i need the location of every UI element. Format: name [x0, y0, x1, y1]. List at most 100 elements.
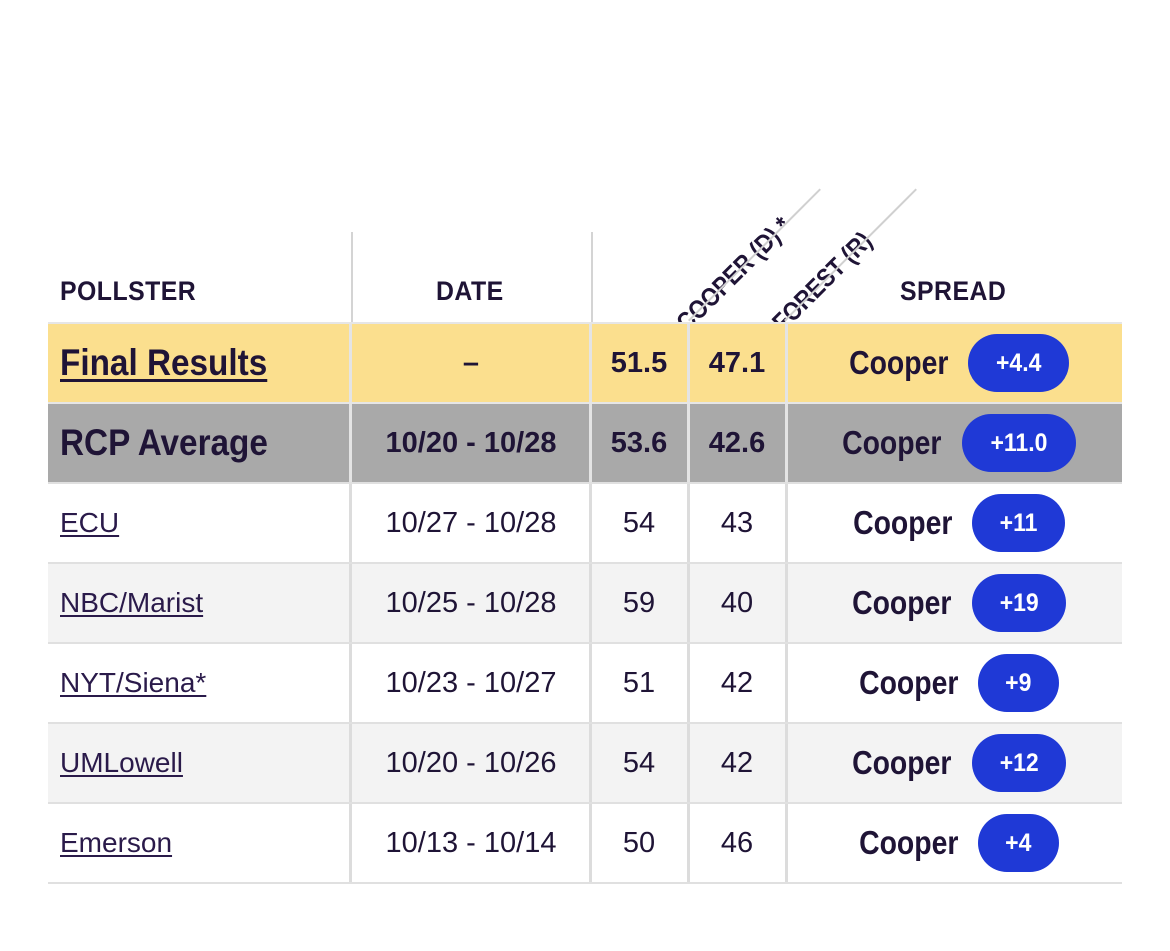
- column-divider: [349, 564, 352, 642]
- spread-cell: Cooper +19: [788, 564, 1122, 642]
- rcp-winner: Cooper: [842, 424, 942, 461]
- final-date: –: [462, 346, 480, 379]
- column-divider: [349, 804, 352, 882]
- pollster-link[interactable]: UMLowell: [60, 747, 183, 778]
- pollster-link[interactable]: ECU: [60, 507, 120, 538]
- spread-cell: Cooper +9: [788, 644, 1122, 722]
- column-divider: [349, 404, 352, 482]
- spread-badge: +4.4: [968, 334, 1070, 392]
- rcp-forest-value: 42.6: [708, 426, 766, 459]
- pollster-cell: RCP Average: [60, 404, 350, 482]
- column-divider: [785, 324, 788, 402]
- date-cell: 10/27 - 10/28: [352, 484, 590, 562]
- column-divider: [687, 644, 690, 722]
- pollster-cell: NYT/Siena*: [60, 644, 350, 722]
- spread-cell: Cooper +4: [788, 804, 1122, 882]
- cooper-cell: 54: [592, 724, 686, 802]
- date-cell: 10/20 - 10/26: [352, 724, 590, 802]
- column-divider: [589, 644, 592, 722]
- column-divider: [785, 644, 788, 722]
- header-date[interactable]: DATE: [436, 276, 504, 306]
- date-cell: 10/23 - 10/27: [352, 644, 590, 722]
- column-divider: [687, 564, 690, 642]
- header-divider: [351, 232, 353, 322]
- cooper-cell: 51: [592, 644, 686, 722]
- poll-date: 10/23 - 10/27: [385, 666, 557, 699]
- column-divider: [785, 404, 788, 482]
- table-header: POLLSTER DATE COOPER (D) * FOREST (R) SP…: [48, 0, 1122, 337]
- rcp-cooper-value: 53.6: [610, 426, 668, 459]
- poll-winner: Cooper: [859, 824, 959, 861]
- column-divider: [785, 484, 788, 562]
- forest-cell: 42: [690, 644, 784, 722]
- date-cell: 10/13 - 10/14: [352, 804, 590, 882]
- cooper-value: 59: [622, 586, 656, 619]
- column-divider: [589, 484, 592, 562]
- poll-winner: Cooper: [852, 584, 952, 621]
- forest-value: 46: [720, 826, 754, 859]
- spread-cell: Cooper +11: [788, 484, 1122, 562]
- forest-cell: 42: [690, 724, 784, 802]
- forest-cell: 46: [690, 804, 784, 882]
- forest-cell: 40: [690, 564, 784, 642]
- forest-cell: 47.1: [690, 324, 784, 402]
- spread-badge: +11.0: [961, 414, 1076, 472]
- cooper-cell: 53.6: [592, 404, 686, 482]
- cooper-cell: 59: [592, 564, 686, 642]
- cooper-value: 54: [622, 746, 656, 779]
- cooper-value: 51: [622, 666, 656, 699]
- pollster-cell: UMLowell: [60, 724, 350, 802]
- date-cell: 10/25 - 10/28: [352, 564, 590, 642]
- table-row: ECU 10/27 - 10/28 54 43 Cooper +11: [48, 482, 1122, 562]
- cooper-cell: 50: [592, 804, 686, 882]
- pollster-link[interactable]: NYT/Siena*: [60, 667, 207, 698]
- column-divider: [785, 804, 788, 882]
- pollster-link[interactable]: Emerson: [60, 827, 173, 858]
- column-divider: [349, 644, 352, 722]
- spread-cell: Cooper +4.4: [788, 324, 1122, 402]
- forest-cell: 43: [690, 484, 784, 562]
- final-winner: Cooper: [848, 344, 948, 381]
- column-divider: [687, 324, 690, 402]
- poll-date: 10/27 - 10/28: [385, 506, 557, 539]
- header-divider: [591, 232, 593, 322]
- column-divider: [349, 324, 352, 402]
- rcp-average-row: RCP Average 10/20 - 10/28 53.6 42.6 Coop…: [48, 402, 1122, 482]
- column-divider: [785, 564, 788, 642]
- cooper-cell: 51.5: [592, 324, 686, 402]
- poll-winner: Cooper: [852, 504, 953, 541]
- column-divider: [349, 484, 352, 562]
- column-divider: [687, 404, 690, 482]
- header-pollster[interactable]: POLLSTER: [60, 276, 197, 306]
- pollster-cell: NBC/Marist: [60, 564, 350, 642]
- poll-winner: Cooper: [852, 744, 952, 781]
- final-results-link[interactable]: Final Results: [60, 342, 268, 383]
- pollster-link[interactable]: NBC/Marist: [60, 587, 204, 618]
- final-results-row: Final Results – 51.5 47.1 Cooper +4.4: [48, 322, 1122, 402]
- forest-cell: 42.6: [690, 404, 784, 482]
- final-forest-value: 47.1: [708, 346, 766, 379]
- table-row: NYT/Siena* 10/23 - 10/27 51 42 Cooper +9: [48, 642, 1122, 722]
- column-divider: [589, 724, 592, 802]
- column-divider: [589, 564, 592, 642]
- pollster-cell: Emerson: [60, 804, 350, 882]
- table-row: Emerson 10/13 - 10/14 50 46 Cooper +4: [48, 802, 1122, 882]
- table-row: UMLowell 10/20 - 10/26 54 42 Cooper +12: [48, 722, 1122, 802]
- spread-badge: +9: [978, 654, 1059, 712]
- column-divider: [785, 724, 788, 802]
- column-divider: [589, 324, 592, 402]
- column-divider: [349, 724, 352, 802]
- spread-cell: Cooper +12: [788, 724, 1122, 802]
- pollster-cell: ECU: [60, 484, 350, 562]
- column-divider: [687, 804, 690, 882]
- cooper-cell: 54: [592, 484, 686, 562]
- header-spread[interactable]: SPREAD: [900, 276, 1007, 306]
- table-row: NBC/Marist 10/25 - 10/28 59 40 Cooper +1…: [48, 562, 1122, 642]
- forest-value: 43: [720, 506, 754, 539]
- date-cell: –: [352, 324, 590, 402]
- cooper-value: 54: [622, 506, 656, 539]
- rcp-date: 10/20 - 10/28: [385, 426, 557, 459]
- forest-value: 40: [720, 586, 754, 619]
- poll-date: 10/20 - 10/26: [385, 746, 557, 779]
- table-bottom-border: [48, 882, 1122, 884]
